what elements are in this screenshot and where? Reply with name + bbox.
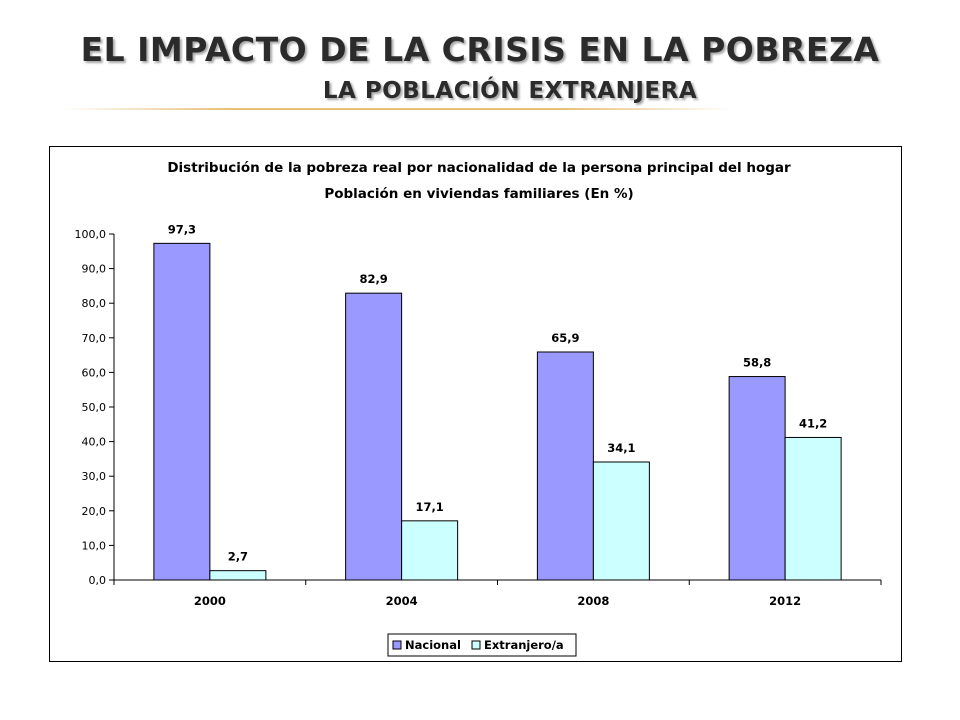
slide-subtitle: LA POBLACIÓN EXTRANJERA bbox=[322, 78, 698, 104]
y-tick-label: 70,0 bbox=[82, 332, 107, 345]
data-label-extranjero: 17,1 bbox=[415, 500, 443, 514]
slide-title: EL IMPACTO DE LA CRISIS EN LA POBREZA bbox=[80, 30, 880, 69]
bar-extranjero bbox=[592, 461, 650, 581]
legend-label-nacional: Nacional bbox=[405, 638, 461, 652]
legend-label-extranjero: Extranjero/a bbox=[484, 638, 564, 652]
data-label-nacional: 58,8 bbox=[743, 356, 771, 370]
y-tick-label: 30,0 bbox=[82, 470, 107, 483]
chart-subtitle: Población en viviendas familiares (En %) bbox=[324, 186, 633, 202]
chart-title: Distribución de la pobreza real por naci… bbox=[167, 160, 791, 176]
bar-extranjero bbox=[784, 436, 842, 581]
bar-nacional bbox=[728, 376, 786, 581]
legend-box bbox=[387, 633, 577, 657]
y-tick-label: 100,0 bbox=[75, 228, 107, 241]
data-label-extranjero: 2,7 bbox=[228, 550, 248, 564]
axes: 0,0 10,0 20,0 30,0 40,0 50,0 60,0 70,0 80,0 90,0 1… bbox=[75, 228, 882, 608]
data-label-nacional: 97,3 bbox=[168, 222, 196, 236]
x-tick-label: 2000 bbox=[194, 594, 226, 608]
y-tick-label: 40,0 bbox=[82, 436, 107, 449]
y-tick-label: 80,0 bbox=[82, 297, 107, 310]
data-label-nacional: 82,9 bbox=[359, 272, 387, 286]
bars: 97,3 2,7 82,9 17,1 65,9 34,1 58,8 41,2 bbox=[153, 222, 842, 581]
y-tick-label: 90,0 bbox=[82, 263, 107, 276]
legend-swatch-extranjero bbox=[471, 640, 481, 650]
bar-chart: Distribución de la pobreza real por naci… bbox=[75, 160, 882, 657]
bar-extranjero bbox=[209, 570, 267, 581]
x-tick-label: 2004 bbox=[386, 594, 418, 608]
x-tick-label: 2008 bbox=[577, 594, 609, 608]
title-underline bbox=[62, 108, 732, 110]
y-tick-label: 0,0 bbox=[89, 574, 107, 587]
bar-nacional bbox=[153, 242, 211, 581]
chart-frame: Distribución de la pobreza real por naci… bbox=[49, 146, 902, 662]
data-label-extranjero: 41,2 bbox=[799, 416, 827, 430]
x-tick-label: 2012 bbox=[769, 594, 801, 608]
bar-nacional bbox=[536, 351, 594, 581]
y-tick-label: 10,0 bbox=[82, 539, 107, 552]
y-tick-label: 20,0 bbox=[82, 505, 107, 518]
legend: Nacional Extranjero/a bbox=[387, 633, 577, 657]
legend-swatch-nacional bbox=[392, 640, 402, 650]
y-tick-label: 60,0 bbox=[82, 366, 107, 379]
y-tick-label: 50,0 bbox=[82, 401, 107, 414]
data-label-nacional: 65,9 bbox=[551, 331, 579, 345]
bar-extranjero bbox=[401, 520, 459, 581]
bar-nacional bbox=[345, 292, 403, 581]
data-label-extranjero: 34,1 bbox=[607, 441, 635, 455]
